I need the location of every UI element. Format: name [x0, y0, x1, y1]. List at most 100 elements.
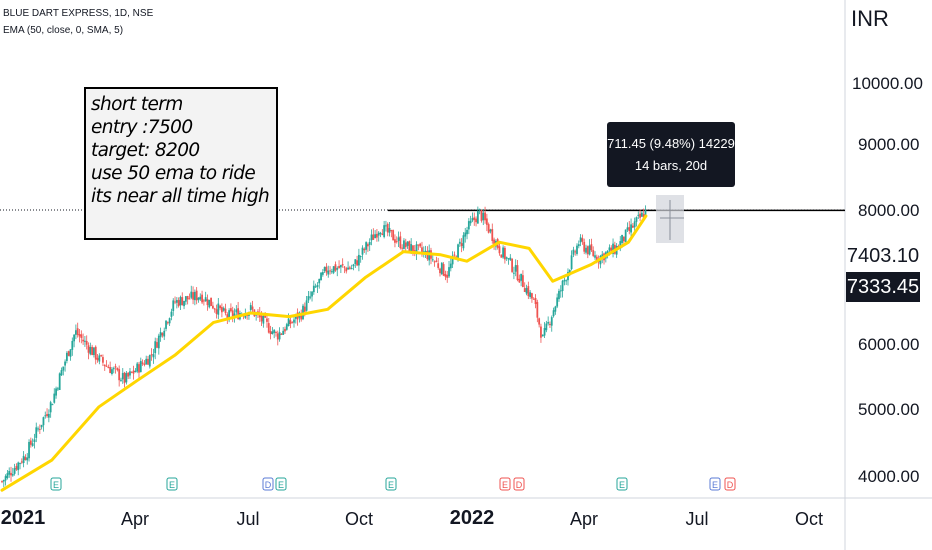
candle-body [606, 250, 609, 254]
candle-body [336, 268, 339, 270]
candle-body [147, 358, 149, 365]
candle-body [154, 341, 157, 354]
candle-body [370, 234, 373, 241]
candle-body [260, 315, 263, 322]
candle-body [190, 291, 193, 298]
candle-body [53, 393, 56, 403]
candle-body [291, 322, 294, 324]
candle-body [626, 227, 629, 230]
candle-body [38, 428, 41, 430]
candle-body [82, 339, 85, 342]
candle-body [595, 256, 598, 262]
candle-body [127, 372, 130, 377]
candle-body [226, 314, 229, 318]
candle-body [85, 340, 88, 345]
note-line: target: 8200 [91, 140, 200, 161]
candle-body [170, 311, 173, 317]
candle-body [478, 208, 481, 211]
candle-body [534, 298, 537, 304]
candle-body [484, 212, 486, 221]
candle-body [44, 415, 47, 417]
event-marker-label: E [278, 480, 284, 490]
candle-body [280, 333, 283, 335]
candle-body [379, 232, 382, 234]
candle-body [343, 266, 346, 268]
candle-body [188, 298, 191, 300]
candle-body [545, 323, 548, 331]
candle-body [55, 388, 57, 396]
candle-body [559, 290, 562, 292]
candle-body [181, 297, 184, 306]
candle-body [592, 250, 595, 256]
candle-body [500, 254, 503, 258]
candle-body [341, 264, 344, 266]
event-marker-label: E [169, 480, 175, 490]
note-line: use 50 ema to ride [91, 163, 256, 184]
candle-body [334, 264, 337, 271]
candle-body [56, 388, 59, 390]
candle-body [460, 243, 463, 247]
candle-body [388, 228, 391, 233]
candle-body [419, 243, 422, 247]
indicator-legend[interactable]: EMA (50, close, 0, SMA, 5) [3, 25, 124, 36]
candle-body [361, 247, 364, 255]
candle-body [325, 266, 328, 273]
candle-body [543, 328, 546, 336]
candle-body [221, 307, 223, 313]
candle-body [476, 211, 479, 224]
candle-body [112, 368, 115, 370]
candle-body [531, 293, 533, 299]
candle-body [121, 373, 124, 380]
time-label-2021: 2021 [0, 507, 46, 529]
candle-body [635, 217, 638, 222]
candle-body [480, 210, 483, 221]
candle-body [397, 237, 400, 241]
candle-body [262, 315, 265, 324]
candle-body [332, 266, 335, 273]
candle-body [390, 229, 393, 232]
candle-body [267, 323, 270, 333]
time-label: Jul [236, 509, 260, 529]
candle-body [64, 361, 66, 366]
candle-body [467, 221, 470, 230]
candle-body [637, 214, 640, 216]
candle-body [590, 244, 593, 251]
candle-body [266, 318, 268, 322]
candle-body [157, 335, 160, 349]
event-marker-label: D [727, 480, 734, 490]
candle-body [311, 291, 313, 297]
candle-body [417, 244, 420, 246]
candle-body [367, 244, 369, 247]
candle-body [139, 361, 142, 373]
candle-body [383, 225, 386, 238]
candle-body [312, 285, 315, 293]
candle-body [525, 287, 528, 294]
candle-body [444, 274, 447, 277]
candle-body [624, 229, 627, 242]
candle-body [426, 251, 429, 260]
candle-body [215, 309, 218, 314]
candle-body [67, 351, 70, 356]
candle-body [73, 334, 75, 342]
candle-body [585, 247, 587, 253]
candle-body [363, 248, 366, 251]
price-tick: 6000.00 [858, 335, 920, 354]
candle-body [19, 463, 21, 465]
candle-body [125, 373, 128, 383]
candle-body [365, 242, 368, 250]
candle-body [202, 300, 205, 302]
candle-body [372, 234, 375, 240]
candle-body [394, 239, 396, 243]
candle-body [633, 221, 636, 228]
candle-body [100, 355, 103, 357]
candle-body [33, 439, 36, 443]
candle-body [457, 244, 459, 261]
candle-body [433, 261, 436, 263]
trade-note-box[interactable]: short term entry :7500 target: 8200 use … [84, 87, 278, 240]
candle-body [357, 254, 360, 266]
candle-body [473, 217, 476, 220]
note-line: short term [91, 94, 183, 115]
candle-body [356, 260, 358, 266]
candle-body [287, 318, 290, 327]
